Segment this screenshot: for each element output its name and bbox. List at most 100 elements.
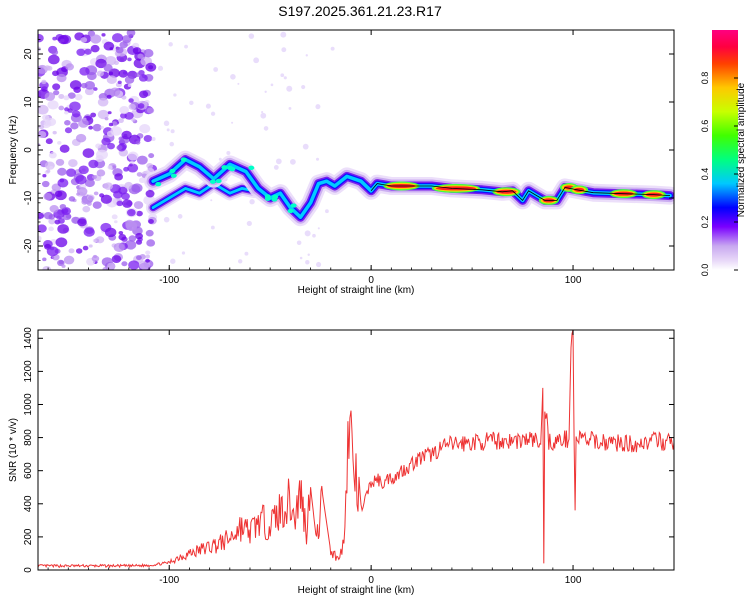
noise-speckle bbox=[107, 165, 113, 170]
faint-speckle bbox=[264, 90, 267, 93]
colorbar-tick-label: 0.8 bbox=[700, 72, 710, 85]
noise-speckle bbox=[82, 205, 91, 213]
noise-speckle bbox=[41, 180, 50, 188]
faint-speckle bbox=[302, 143, 309, 150]
faint-speckle bbox=[283, 76, 287, 80]
noise-speckle bbox=[38, 33, 44, 43]
spectrogram-y-tick-label: 20 bbox=[23, 48, 34, 60]
noise-speckle bbox=[103, 41, 115, 51]
noise-speckle bbox=[84, 87, 94, 96]
snr-frame bbox=[37, 329, 675, 571]
spectrogram-y-tick-label: -10 bbox=[23, 190, 34, 205]
colorbar-gradient bbox=[712, 30, 738, 270]
noise-speckle bbox=[52, 83, 61, 91]
noise-speckle bbox=[124, 181, 133, 190]
faint-speckle bbox=[330, 46, 335, 51]
faint-speckle bbox=[244, 251, 249, 256]
faint-speckle bbox=[181, 251, 186, 255]
noise-speckle bbox=[38, 212, 45, 219]
faint-speckle bbox=[315, 104, 321, 110]
faint-speckle bbox=[237, 259, 243, 264]
fragment-spot bbox=[264, 196, 271, 201]
noise-speckle bbox=[119, 106, 130, 115]
noise-speckle bbox=[145, 250, 151, 255]
noise-speckle bbox=[38, 124, 45, 130]
noise-speckle bbox=[74, 93, 83, 101]
faint-speckle bbox=[230, 74, 236, 80]
faint-speckle bbox=[177, 214, 183, 219]
noise-speckle bbox=[51, 190, 56, 194]
noise-speckle bbox=[114, 173, 123, 181]
snr-y-tick-label: 1400 bbox=[23, 327, 34, 350]
noise-speckle bbox=[83, 227, 95, 237]
snr-series-line bbox=[38, 330, 674, 569]
noise-speckle bbox=[49, 166, 54, 170]
noise-speckle bbox=[101, 137, 111, 146]
noise-speckle bbox=[108, 122, 114, 127]
spectrogram-frame bbox=[37, 29, 675, 271]
faint-speckle bbox=[280, 73, 285, 78]
noise-speckle bbox=[55, 158, 65, 166]
noise-speckle bbox=[121, 130, 132, 140]
noise-speckle bbox=[132, 42, 140, 49]
noise-speckle bbox=[139, 124, 151, 134]
spectrogram-y-ticks: -20 -10 0 10 20 bbox=[23, 29, 674, 271]
noise-speckle bbox=[115, 46, 124, 54]
fragment-spot bbox=[272, 194, 279, 200]
noise-speckle bbox=[70, 122, 79, 130]
noise-speckle bbox=[80, 37, 88, 43]
noise-speckle bbox=[46, 246, 59, 257]
noise-speckle bbox=[87, 194, 95, 201]
faint-speckle bbox=[213, 67, 219, 72]
colorbar-ticks: 0.0 0.2 0.4 0.6 0.8 bbox=[700, 72, 738, 276]
noise-speckle bbox=[143, 134, 153, 143]
noise-speckle bbox=[63, 95, 70, 101]
noise-speckle bbox=[124, 240, 137, 250]
noise-speckle bbox=[82, 245, 89, 251]
snr-y-tick-label: 200 bbox=[23, 528, 34, 545]
noise-speckle bbox=[55, 237, 68, 248]
noise-speckle bbox=[145, 254, 151, 259]
noise-speckle bbox=[38, 104, 49, 115]
faint-speckle bbox=[307, 253, 310, 256]
spectrogram-y-tick-label: 0 bbox=[23, 147, 34, 153]
noise-speckle bbox=[135, 140, 141, 145]
noise-speckle bbox=[59, 144, 70, 153]
noise-speckle bbox=[65, 63, 75, 71]
noise-speckle bbox=[138, 90, 149, 99]
noise-speckle bbox=[64, 120, 71, 126]
faint-speckle bbox=[270, 83, 274, 87]
noise-speckle bbox=[118, 233, 127, 241]
noise-speckle bbox=[84, 48, 92, 55]
noise-speckle bbox=[77, 218, 87, 227]
noise-speckle bbox=[112, 33, 124, 43]
noise-speckle bbox=[47, 100, 59, 110]
faint-speckle bbox=[189, 100, 194, 106]
noise-speckle bbox=[138, 260, 151, 270]
snr-x-label: Height of straight line (km) bbox=[298, 585, 415, 596]
noise-speckle bbox=[126, 208, 136, 217]
noise-speckle bbox=[100, 194, 112, 204]
faint-speckle bbox=[260, 112, 267, 119]
noise-speckle bbox=[68, 248, 75, 254]
noise-speckle bbox=[57, 218, 65, 224]
noise-speckle bbox=[146, 107, 155, 114]
faint-speckle bbox=[170, 129, 175, 134]
faint-speckle bbox=[281, 47, 287, 53]
faint-speckle bbox=[263, 126, 269, 131]
snr-y-tick-label: 400 bbox=[23, 495, 34, 512]
spectrogram-x-tick-label: -100 bbox=[159, 275, 179, 286]
noise-speckle bbox=[136, 155, 148, 165]
faint-speckle bbox=[289, 158, 296, 165]
noise-speckle bbox=[113, 220, 118, 224]
noise-speckle bbox=[118, 230, 124, 235]
noise-speckle bbox=[42, 173, 47, 178]
noise-speckle bbox=[109, 87, 121, 97]
noise-speckle bbox=[108, 68, 120, 78]
noise-speckle bbox=[105, 55, 117, 66]
faint-speckle bbox=[275, 158, 282, 165]
noise-speckle bbox=[128, 98, 134, 103]
noise-speckle bbox=[58, 93, 65, 100]
